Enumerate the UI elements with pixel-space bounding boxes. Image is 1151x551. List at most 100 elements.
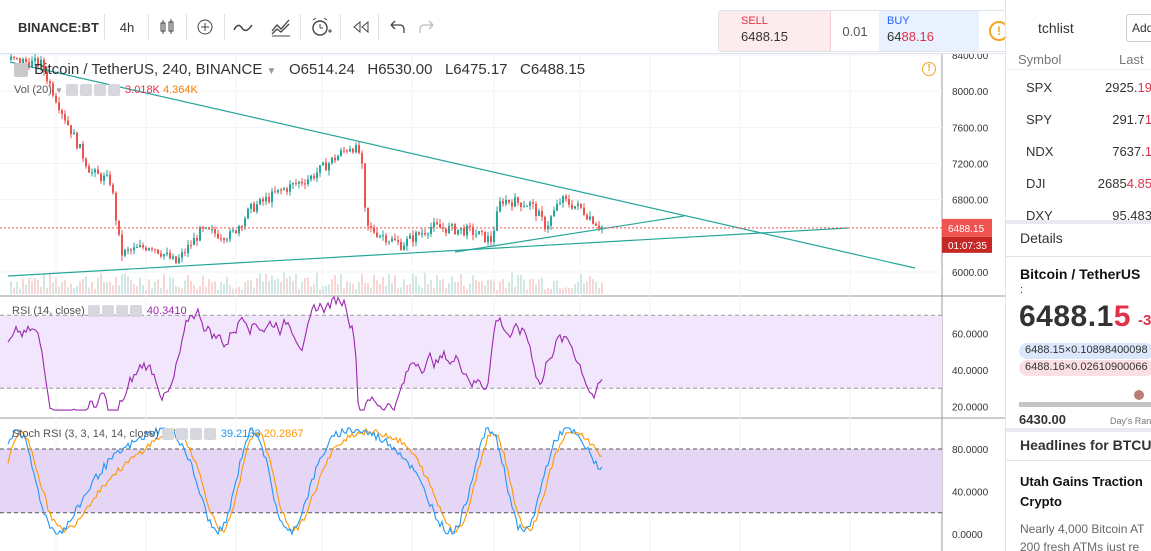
watchlist-row[interactable]: SPY 291.71 [1006,104,1151,136]
price-tick-label: 7600.00 [952,123,989,134]
candle-body [517,197,519,203]
candle-body [361,152,363,164]
watchlist-row[interactable]: DXY 95.483 [1006,200,1151,220]
candle-body [490,236,492,242]
stoch-close-icon[interactable] [189,428,202,441]
headline-title[interactable]: Utah Gains Traction Crypto [1020,474,1143,509]
vol-dropdown-icon[interactable]: ▼ [54,86,63,95]
toolbar-divider [300,14,301,40]
candle-body [61,110,63,115]
trendline-short [454,215,685,253]
stoch-settings-icon[interactable] [175,428,188,441]
volume-bar [355,288,357,294]
candle-body [52,83,54,96]
volume-bar [67,287,69,294]
more-icon[interactable] [107,84,120,97]
volume-bar [484,285,486,294]
candle-body [442,227,444,229]
price-tick-label: 6800.00 [952,196,989,207]
indicators-icon[interactable] [266,12,296,42]
panel-divider[interactable] [1006,428,1151,432]
line-compare-icon[interactable] [228,12,258,42]
add-symbol-button[interactable]: Add [1126,14,1151,42]
candle-body [58,102,60,111]
close-icon[interactable] [93,84,106,97]
volume-bar [481,281,483,294]
replay-icon[interactable] [346,12,376,42]
stoch-more-icon[interactable] [203,428,216,441]
chart-area[interactable]: 8400.00 8000.00 7600.00 7200.00 6800.00 6000.… [0,54,1005,551]
panel-divider[interactable] [1006,220,1151,224]
candle-body [238,226,240,234]
volume-bar [460,274,462,294]
rsi-eye-icon[interactable] [87,305,100,318]
headline-body: Nearly 4,000 Bitcoin AT 200 fresh ATMs j… [1020,522,1145,551]
candle-body [406,238,408,246]
candle-body [313,175,315,179]
candle-body [511,202,513,207]
candle-body [154,249,156,251]
eye-icon[interactable] [65,84,78,97]
sell-button[interactable]: SELL 6488.15 [719,11,831,51]
candle-body [340,150,342,156]
stoch-eye-icon[interactable] [161,428,174,441]
interval-selector[interactable]: 4h [119,19,135,35]
watchlist-row[interactable]: SPX 2925.19 [1006,72,1151,104]
data-warning-icon[interactable]: ! [922,62,936,76]
settings-icon[interactable] [79,84,92,97]
candle-body [220,238,222,240]
candle-body [472,226,474,235]
row-symbol: DJI [1026,176,1046,191]
volume-bar [82,279,84,294]
volume-bar [313,284,315,294]
volume-bar [298,289,300,294]
candle-body [562,196,564,203]
candle-body [364,163,366,208]
volume-bar [118,285,120,294]
candle-body [85,158,87,167]
chart-canvas[interactable]: 8400.00 8000.00 7600.00 7200.00 6800.00 6000.… [0,54,1005,551]
watchlist-row[interactable]: NDX 7637.1 [1006,136,1151,168]
candle-body [355,144,357,153]
legend-dropdown-icon[interactable]: ▼ [266,66,277,77]
volume-bar [451,276,453,294]
redo-icon[interactable] [412,12,442,42]
alert-icon[interactable] [306,12,336,42]
rsi-settings-icon[interactable] [101,305,114,318]
buy-button[interactable]: BUY 6488.16 [879,11,979,51]
volume-bar [283,272,285,294]
candle-body [508,199,510,203]
volume-bar [172,278,174,294]
legend-close: 6488.15 [530,61,586,78]
undo-icon[interactable] [382,12,412,42]
days-range-label: Day's Ran [1110,416,1151,426]
volume-bar [505,288,507,294]
volume-bar [571,288,573,294]
vol-legend: Vol (20) ▼ 3.018K 4.364K [14,84,198,97]
rsi-close-icon[interactable] [115,305,128,318]
volume-bar [22,279,24,294]
candle-body [10,56,12,60]
candles-icon[interactable] [152,12,182,42]
volume-bar [583,283,585,294]
volume-bar [124,273,126,294]
divider [1006,460,1151,461]
candle-body [73,132,75,135]
watchlist-row[interactable]: DJI 26854.85 [1006,168,1151,200]
volume-bar [361,273,363,294]
col-symbol[interactable]: Symbol [1018,52,1062,67]
candle-body [136,247,138,249]
volume-bar [10,281,12,294]
rsi-more-icon[interactable] [129,305,142,318]
volume-bar [244,282,246,294]
volume-bar [448,283,450,294]
candle-body [163,254,165,257]
candle-body [226,239,228,241]
add-indicator-icon[interactable] [190,12,220,42]
candle-body [349,148,351,152]
row-symbol: SPX [1026,80,1053,95]
col-last[interactable]: Last [1119,52,1144,67]
symbol-search[interactable]: BINANCE:BT [18,19,99,35]
volume-bar [535,284,537,294]
volume-bar [562,288,564,294]
